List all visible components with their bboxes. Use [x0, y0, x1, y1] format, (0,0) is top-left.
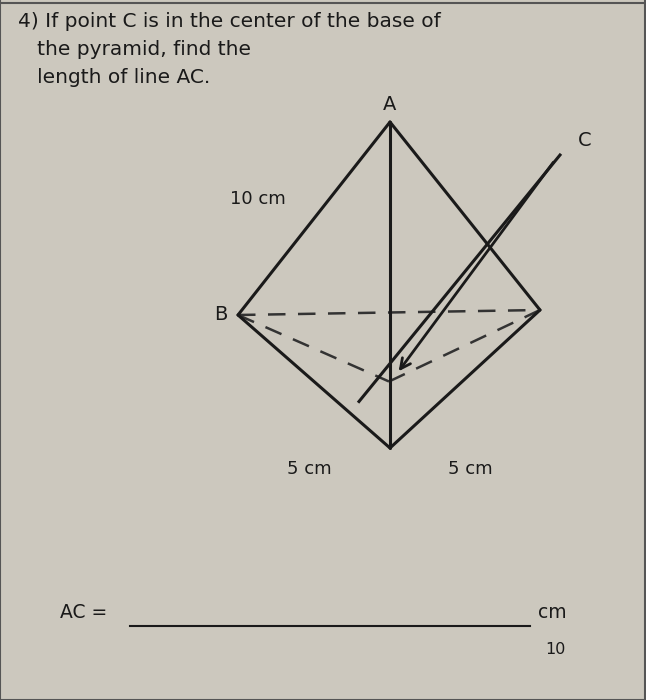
Text: length of line AC.: length of line AC.	[18, 68, 210, 87]
Text: AC =: AC =	[60, 603, 113, 622]
Text: 10: 10	[545, 642, 565, 657]
Text: 5 cm: 5 cm	[448, 460, 492, 478]
Text: 5 cm: 5 cm	[287, 460, 331, 478]
Text: A: A	[383, 95, 397, 114]
Text: the pyramid, find the: the pyramid, find the	[18, 40, 251, 59]
Text: C: C	[578, 130, 592, 150]
Text: cm: cm	[538, 603, 567, 622]
Text: B: B	[214, 305, 228, 325]
Text: 4) If point C is in the center of the base of: 4) If point C is in the center of the ba…	[18, 12, 441, 31]
Text: 10 cm: 10 cm	[230, 190, 286, 207]
